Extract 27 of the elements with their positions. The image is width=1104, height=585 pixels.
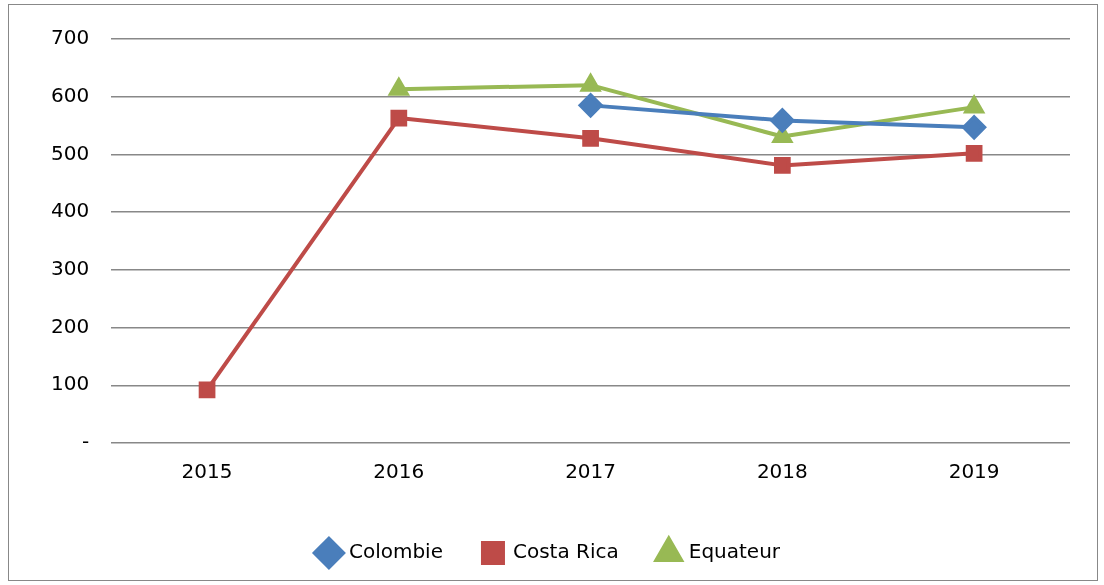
point: [582, 129, 599, 147]
y-tick-label: 700: [50, 25, 90, 50]
point: [964, 96, 984, 114]
legend-label: Equateur: [688, 539, 781, 564]
x-tick-label: 2018: [756, 459, 808, 484]
point: [965, 144, 983, 162]
point: [578, 93, 603, 118]
y-tick-label: 400: [50, 198, 90, 223]
x-tick-label: 2015: [181, 459, 233, 484]
y-tick-label: -: [81, 429, 90, 454]
point: [773, 157, 791, 174]
point: [962, 115, 987, 140]
x-tick-label: 2019: [948, 459, 1000, 484]
legend-label: Colombie: [348, 539, 443, 564]
y-tick-label: 100: [50, 371, 90, 396]
point: [198, 381, 216, 399]
y-tick-label: 200: [50, 313, 90, 338]
point: [580, 74, 601, 92]
point: [770, 108, 795, 133]
legend-label: Costa Rica: [512, 539, 619, 564]
y-tick-label: 600: [50, 82, 90, 107]
x-tick-label: 2016: [373, 459, 425, 484]
point: [390, 109, 408, 127]
point: [389, 78, 409, 96]
y-tick-label: 300: [50, 256, 90, 281]
x-tick-label: 2017: [565, 459, 617, 484]
y-tick-label: 500: [50, 140, 90, 165]
